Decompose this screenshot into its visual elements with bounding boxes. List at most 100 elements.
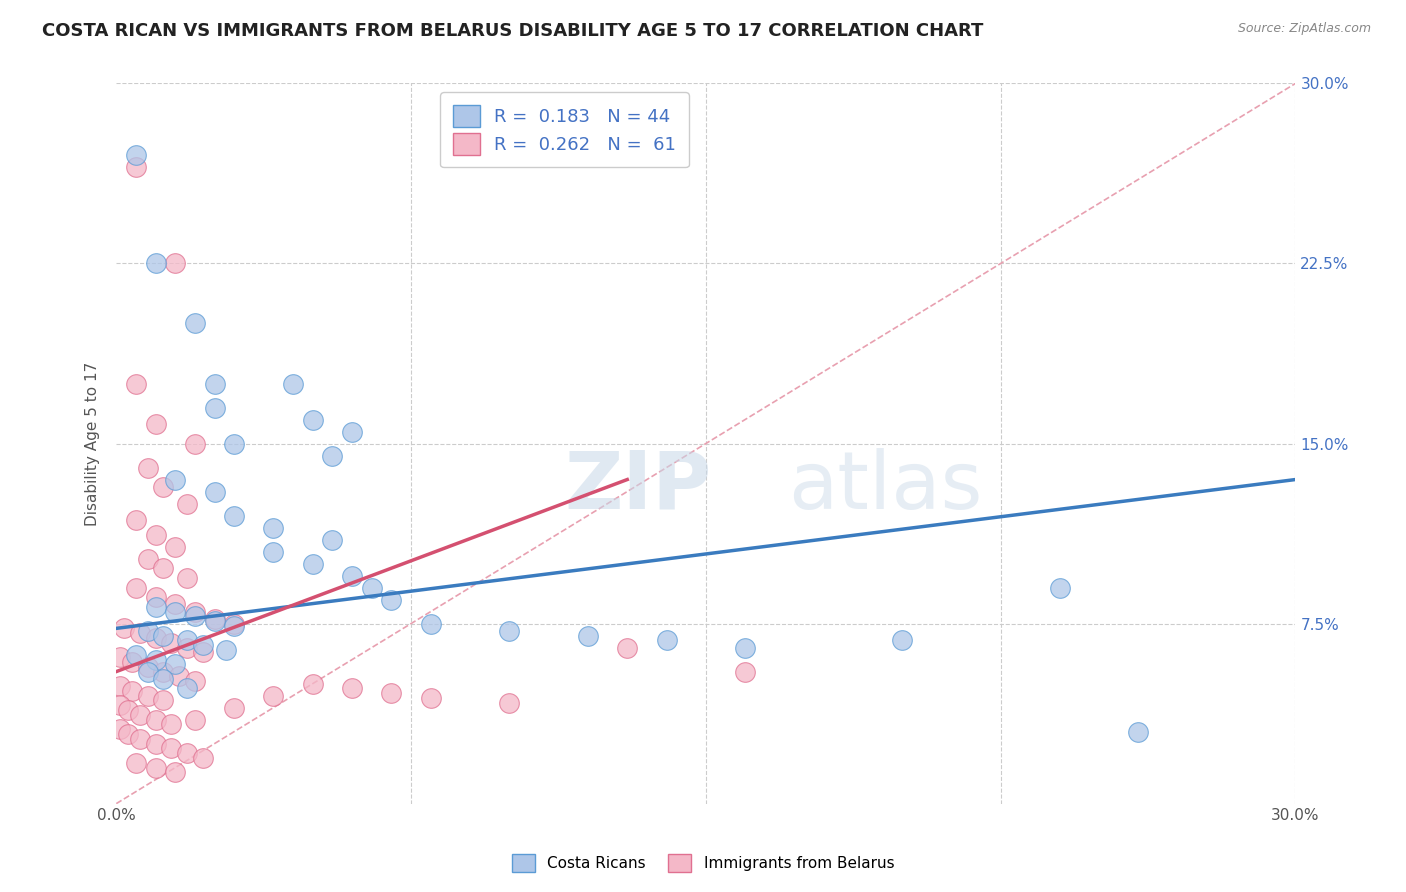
Point	[191, 645, 214, 659]
Point	[380, 686, 402, 700]
Point	[152, 480, 174, 494]
Point	[145, 590, 167, 604]
Point	[263, 544, 285, 558]
Point	[616, 640, 638, 655]
Point	[655, 633, 678, 648]
Point	[224, 508, 246, 523]
Point	[121, 655, 143, 669]
Point	[125, 161, 148, 175]
Point	[152, 693, 174, 707]
Legend: R =  0.183   N = 44, R =  0.262   N =  61: R = 0.183 N = 44, R = 0.262 N = 61	[440, 93, 689, 167]
Point	[145, 527, 167, 541]
Point	[301, 557, 323, 571]
Point	[128, 626, 150, 640]
Point	[498, 696, 520, 710]
Point	[204, 401, 226, 415]
Point	[125, 648, 148, 662]
Point	[167, 669, 190, 683]
Point	[125, 756, 148, 770]
Point	[160, 717, 183, 731]
Point	[108, 650, 131, 665]
Point	[419, 616, 441, 631]
Point	[136, 551, 159, 566]
Point	[128, 707, 150, 722]
Text: Source: ZipAtlas.com: Source: ZipAtlas.com	[1237, 22, 1371, 36]
Point	[125, 513, 148, 527]
Point	[125, 581, 148, 595]
Point	[145, 631, 167, 645]
Point	[340, 568, 363, 582]
Point	[165, 657, 187, 672]
Point	[145, 761, 167, 775]
Point	[184, 436, 207, 450]
Point	[145, 713, 167, 727]
Point	[204, 614, 226, 628]
Point	[165, 598, 187, 612]
Point	[184, 605, 207, 619]
Point	[419, 691, 441, 706]
Legend: Costa Ricans, Immigrants from Belarus: Costa Ricans, Immigrants from Belarus	[505, 846, 901, 880]
Point	[380, 592, 402, 607]
Point	[121, 683, 143, 698]
Point	[176, 681, 198, 696]
Point	[204, 612, 226, 626]
Point	[360, 581, 382, 595]
Point	[224, 616, 246, 631]
Text: COSTA RICAN VS IMMIGRANTS FROM BELARUS DISABILITY AGE 5 TO 17 CORRELATION CHART: COSTA RICAN VS IMMIGRANTS FROM BELARUS D…	[42, 22, 984, 40]
Point	[1128, 724, 1150, 739]
Point	[152, 561, 174, 575]
Point	[263, 520, 285, 534]
Point	[117, 703, 139, 717]
Point	[498, 624, 520, 638]
Point	[145, 256, 167, 270]
Point	[263, 689, 285, 703]
Point	[281, 376, 304, 391]
Point	[117, 727, 139, 741]
Point	[176, 497, 198, 511]
Point	[145, 599, 167, 614]
Point	[224, 700, 246, 714]
Y-axis label: Disability Age 5 to 17: Disability Age 5 to 17	[86, 361, 100, 525]
Point	[108, 722, 131, 736]
Point	[224, 619, 246, 633]
Point	[145, 417, 167, 432]
Point	[184, 713, 207, 727]
Point	[301, 412, 323, 426]
Point	[112, 621, 135, 635]
Point	[125, 148, 148, 162]
Point	[184, 609, 207, 624]
Point	[734, 640, 756, 655]
Point	[224, 436, 246, 450]
Point	[152, 672, 174, 686]
Point	[136, 624, 159, 638]
Text: ZIP: ZIP	[564, 448, 711, 525]
Point	[152, 665, 174, 679]
Point	[108, 679, 131, 693]
Text: atlas: atlas	[789, 448, 983, 525]
Point	[204, 484, 226, 499]
Point	[734, 665, 756, 679]
Point	[136, 689, 159, 703]
Point	[145, 737, 167, 751]
Point	[160, 741, 183, 756]
Point	[321, 449, 343, 463]
Point	[321, 533, 343, 547]
Point	[165, 540, 187, 554]
Point	[215, 643, 238, 657]
Point	[176, 746, 198, 760]
Point	[301, 676, 323, 690]
Point	[165, 256, 187, 270]
Point	[136, 665, 159, 679]
Point	[191, 638, 214, 652]
Point	[576, 629, 599, 643]
Point	[160, 636, 183, 650]
Point	[108, 698, 131, 713]
Point	[184, 674, 207, 689]
Point	[184, 317, 207, 331]
Point	[165, 605, 187, 619]
Point	[176, 633, 198, 648]
Point	[191, 751, 214, 765]
Point	[165, 473, 187, 487]
Point	[136, 460, 159, 475]
Point	[1049, 581, 1071, 595]
